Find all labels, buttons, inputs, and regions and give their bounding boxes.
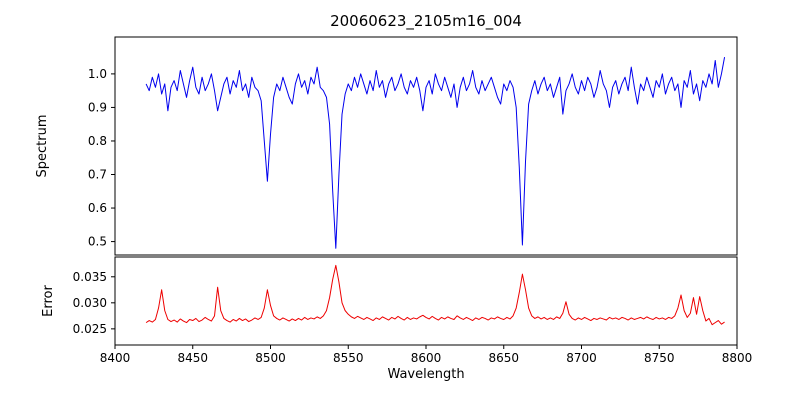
x-tick-label: 8600 [411,351,442,365]
x-tick-label: 8800 [722,351,753,365]
y-axis-label-error: Error [41,285,56,317]
chart-title: 20060623_2105m16_004 [330,12,522,31]
x-tick-label: 8400 [100,351,131,365]
x-tick-label: 8550 [333,351,364,365]
y-tick-label: 0.035 [73,270,107,284]
y-tick-label: 1.0 [88,67,107,81]
y-tick-label: 0.9 [88,100,107,114]
error-series-line [145,264,725,326]
y-tick-label: 0.7 [88,168,107,182]
y-tick-label: 0.6 [88,201,107,215]
y-axis-label-spectrum: Spectrum [35,115,50,178]
y-tick-label: 0.5 [88,235,107,249]
x-tick-label: 8500 [255,351,286,365]
x-tick-label: 8650 [488,351,519,365]
y-tick-label: 0.8 [88,134,107,148]
axis-ticks: 8400 8450 8500 8550 8600 8650 8700 8750 8800 0.5 0… [73,67,753,365]
y-tick-label: 0.030 [73,296,107,310]
x-tick-label: 8700 [566,351,597,365]
spectrum-series-line [145,57,726,249]
error-axes-frame [114,256,738,346]
y-tick-label: 0.025 [73,322,107,336]
x-axis-label: Wavelength [387,367,464,382]
x-tick-label: 8450 [177,351,208,365]
spectrum-axes-frame [114,36,738,256]
x-tick-label: 8750 [644,351,675,365]
